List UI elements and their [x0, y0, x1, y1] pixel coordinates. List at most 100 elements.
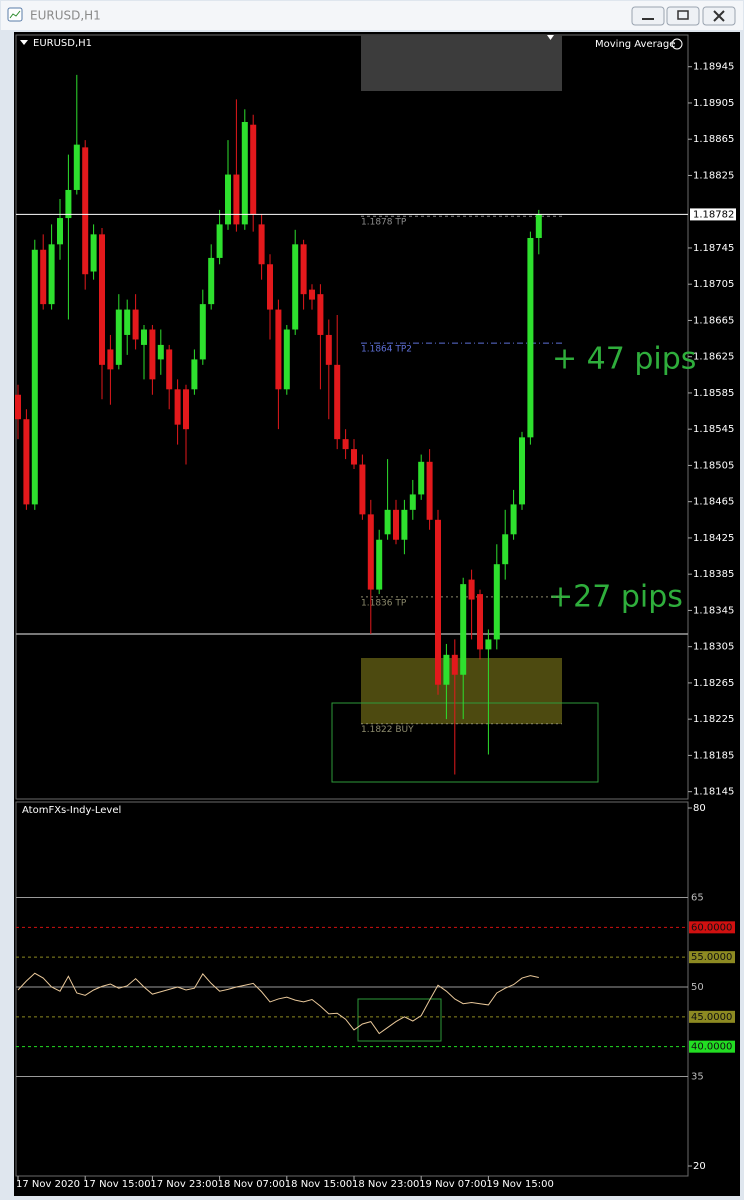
y-tick-label: 1.18865 — [693, 134, 734, 145]
level-label: 65 — [691, 893, 704, 904]
candle-body — [283, 329, 290, 390]
candle-body — [31, 249, 38, 505]
candle-body — [115, 309, 122, 365]
y-tick-label: 1.18585 — [693, 388, 734, 399]
close-icon — [713, 10, 725, 22]
level-label: 1.1864 TP2 — [361, 345, 412, 355]
pane-menu-arrow — [20, 40, 28, 45]
level-label: 40.0000 — [691, 1042, 732, 1053]
y-tick-label: 1.18905 — [693, 98, 734, 109]
candle-body — [23, 419, 30, 505]
x-tick-label: 18 Nov 15:00 — [285, 1179, 352, 1190]
candle-body — [393, 509, 399, 540]
candle-body — [409, 494, 416, 510]
candle-body — [493, 564, 500, 640]
y-tick-label: 1.18265 — [693, 678, 734, 689]
candle-body — [300, 244, 307, 295]
y-tick-label: 1.18465 — [693, 497, 734, 508]
pips-annotation: + 47 pips — [552, 342, 696, 377]
y-tick-label: 1.18305 — [693, 642, 734, 653]
candle-body — [367, 514, 374, 590]
candle-body — [241, 121, 248, 225]
candle-body — [317, 294, 324, 335]
y-tick-label: 80 — [693, 803, 706, 814]
candle-body — [435, 519, 441, 685]
maximize-button[interactable] — [666, 6, 700, 26]
indicator-icon — [671, 38, 683, 50]
candle-body — [309, 289, 315, 300]
y-tick-label: 1.18345 — [693, 605, 734, 616]
candle-body — [401, 509, 408, 540]
level-label: 1.1878 TP — [361, 218, 407, 228]
candle-body — [199, 304, 206, 360]
candle-body — [418, 461, 425, 495]
chart-symbol-label: EURUSD,H1 — [33, 38, 92, 49]
candle-body — [258, 224, 265, 265]
title-bar — [1, 1, 743, 30]
candle-body — [99, 234, 105, 365]
x-tick-label: 17 Nov 23:00 — [150, 1179, 217, 1190]
candle-body — [174, 389, 181, 425]
candle-body — [48, 244, 55, 305]
level-label: 50 — [691, 982, 704, 993]
level-label: 45.0000 — [691, 1012, 732, 1023]
level-label: 1.1836 TP — [361, 598, 407, 608]
indicator-pane-border — [15, 801, 689, 1177]
x-tick-label: 18 Nov 07:00 — [218, 1179, 285, 1190]
candle-body — [191, 359, 198, 390]
candle-body — [535, 214, 542, 238]
candle-body — [65, 189, 72, 219]
candle-body — [183, 389, 189, 430]
candle-body — [124, 309, 131, 335]
x-tick-label: 18 Nov 23:00 — [352, 1179, 419, 1190]
candle-body — [510, 504, 517, 535]
zone-rectangle — [361, 35, 562, 91]
y-tick-label: 1.18625 — [693, 352, 734, 363]
maximize-icon — [677, 10, 689, 20]
candle-body — [376, 539, 383, 590]
candle-body — [342, 439, 349, 450]
level-label-box — [689, 921, 735, 934]
y-tick-label: 1.18745 — [693, 243, 734, 254]
candle-body — [519, 437, 525, 505]
candle-body — [325, 334, 332, 365]
candle-body — [334, 364, 341, 440]
candle-body — [166, 349, 173, 390]
candle-body — [502, 534, 509, 565]
y-tick-label: 1.18385 — [693, 569, 734, 580]
window-title: EURUSD,H1 — [30, 9, 101, 23]
candle-body — [460, 584, 467, 675]
minimize-button[interactable] — [631, 6, 665, 26]
level-label: 35 — [691, 1072, 704, 1083]
candle-body — [233, 174, 240, 225]
candle-body — [225, 174, 231, 225]
candle-body — [485, 639, 492, 650]
candle-body — [468, 579, 475, 600]
level-label: 60.0000 — [691, 922, 732, 933]
candle-body — [451, 654, 458, 675]
candle-body — [73, 144, 80, 190]
candle-body — [149, 329, 156, 380]
candle-body — [141, 329, 147, 345]
candle-body — [443, 654, 450, 685]
level-label-box — [689, 1010, 735, 1023]
y-tick-label: 1.18945 — [693, 62, 734, 73]
candle-body — [267, 264, 273, 310]
candle-body — [57, 218, 63, 245]
level-label: 55.0000 — [691, 952, 732, 963]
y-tick-label: 1.18545 — [693, 424, 734, 435]
y-tick-label: 1.18665 — [693, 315, 734, 326]
y-tick-label: 1.18825 — [693, 170, 734, 181]
indicator-box — [357, 998, 442, 1042]
y-tick-label: 1.18225 — [693, 714, 734, 725]
level-label-box — [689, 1040, 735, 1053]
window-icon — [7, 7, 23, 22]
window-icon-graph — [9, 10, 21, 19]
x-tick-label: 17 Nov 15:00 — [83, 1179, 150, 1190]
x-tick-label: 17 Nov 2020 — [16, 1179, 80, 1190]
entry-box — [331, 702, 599, 783]
y-tick-label: 1.18705 — [693, 279, 734, 290]
x-tick-label: 19 Nov 15:00 — [486, 1179, 553, 1190]
indicator-pane-title: AtomFXs-Indy-Level — [22, 805, 121, 816]
